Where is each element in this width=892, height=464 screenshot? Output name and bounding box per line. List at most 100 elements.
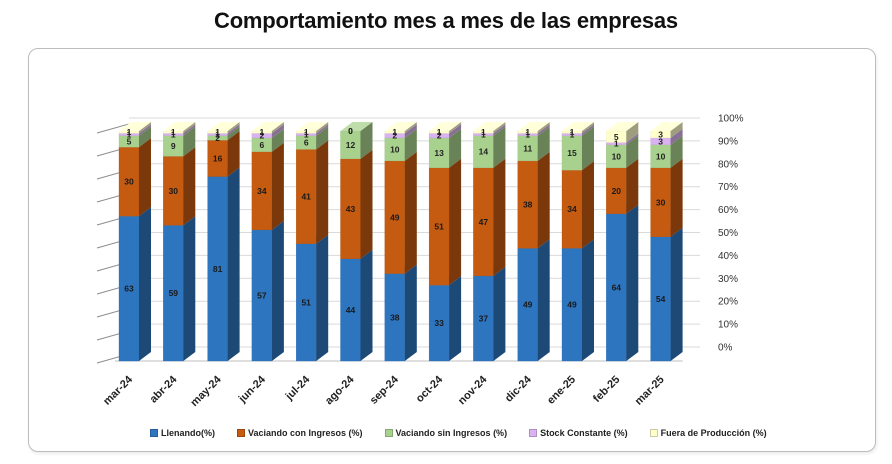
x-tick-label: dic-24 <box>503 373 535 405</box>
bar-side <box>493 124 506 136</box>
data-label: 49 <box>523 300 533 310</box>
bar-side <box>626 158 639 214</box>
bar-side <box>183 147 196 226</box>
data-label: 1 <box>215 129 220 139</box>
bar-top <box>473 122 506 131</box>
x-tick-label: ago-24 <box>323 373 357 407</box>
bar-side <box>360 149 373 259</box>
y-tick-label: 50% <box>718 228 738 239</box>
bar-side <box>139 122 151 134</box>
data-label: 6 <box>260 140 265 150</box>
bar-side <box>139 124 151 136</box>
legend-swatch <box>384 429 393 437</box>
data-label: 63 <box>124 284 134 294</box>
data-label: 43 <box>346 204 356 214</box>
bar-side <box>316 122 329 134</box>
bar-side <box>493 126 506 168</box>
bar-side <box>139 207 151 361</box>
bar-top <box>119 122 151 131</box>
data-label: 1 <box>127 127 132 137</box>
y-tick-label: 80% <box>718 159 738 170</box>
bar-side <box>449 124 462 138</box>
data-label: 81 <box>213 264 223 274</box>
data-label: 30 <box>656 197 666 207</box>
data-label: 33 <box>434 318 444 328</box>
data-label: 1 <box>481 127 486 137</box>
data-label: 1 <box>614 139 619 149</box>
data-label: 12 <box>346 140 356 150</box>
data-label: 1 <box>570 127 575 137</box>
y-tick-label: 60% <box>718 205 738 216</box>
bar-top <box>207 122 240 131</box>
bar-side <box>404 128 417 161</box>
bar-side <box>404 122 417 134</box>
legend-item: Fuera de Producción (%) <box>649 428 767 438</box>
legend-label: Stock Constante (%) <box>540 428 628 438</box>
bar-top <box>251 122 284 131</box>
data-label: 30 <box>169 186 179 196</box>
bar-side <box>537 239 550 361</box>
bar-side <box>670 158 683 237</box>
data-label: 1 <box>171 127 176 137</box>
x-tick-label: nov-24 <box>456 373 490 407</box>
x-tick-label: oct-24 <box>414 373 446 405</box>
legend-label: Vaciando con Ingresos (%) <box>248 428 363 438</box>
data-label: 1 <box>304 129 309 139</box>
data-label: 9 <box>171 141 176 151</box>
data-label: 34 <box>567 204 577 214</box>
y-tick-label: 20% <box>718 297 738 308</box>
data-label: 11 <box>523 143 532 153</box>
y-tick-label: 90% <box>718 136 738 147</box>
bar-side <box>537 126 550 161</box>
data-label: 37 <box>479 313 489 323</box>
data-label: 47 <box>479 217 489 227</box>
legend-label: Vaciando sin Ingresos (%) <box>395 428 508 438</box>
data-label: 41 <box>301 192 311 202</box>
bar-side <box>183 122 196 134</box>
x-tick-label: feb-25 <box>591 374 622 405</box>
bar-side <box>139 138 151 217</box>
bar-top <box>429 122 462 131</box>
chart-legend: Llenando(%) Vaciando con Ingresos (%) Vaci… <box>150 428 789 438</box>
y-tick-label: 10% <box>718 320 738 331</box>
bar-side <box>271 220 284 361</box>
bar-side <box>316 126 329 150</box>
legend-swatch <box>150 429 158 437</box>
y-tick-label: 40% <box>718 251 738 262</box>
data-label: 5 <box>614 132 619 142</box>
data-label: 10 <box>612 151 622 161</box>
legend-swatch <box>649 429 658 437</box>
data-label: 57 <box>257 290 267 300</box>
bar-side <box>316 140 329 244</box>
bar-side <box>316 124 329 136</box>
bar-side <box>449 276 462 361</box>
bar-side <box>404 151 417 274</box>
data-label: 0 <box>348 126 353 136</box>
data-label: 1 <box>171 129 176 139</box>
data-label: 15 <box>567 148 577 158</box>
legend-item: Vaciando con Ingresos (%) <box>237 428 363 438</box>
legend-label: Llenando(%) <box>161 428 215 438</box>
bar-side <box>493 266 506 361</box>
data-label: 34 <box>257 186 267 196</box>
x-tick-label: may-24 <box>188 373 224 409</box>
bar-side <box>493 122 506 134</box>
data-label: 64 <box>612 282 622 292</box>
x-tick-label: mar-24 <box>101 373 136 408</box>
bar-side <box>670 227 683 361</box>
bar-top <box>340 122 373 131</box>
legend-item: Llenando(%) <box>150 428 215 438</box>
data-label: 10 <box>656 151 666 161</box>
data-label: 2 <box>215 133 220 143</box>
bar-side <box>227 124 240 136</box>
bar-side <box>626 133 639 145</box>
bar-side <box>582 126 594 171</box>
bar-top <box>384 122 417 131</box>
bar-side <box>360 249 373 361</box>
data-label: 3 <box>658 129 663 139</box>
bar-side <box>227 126 240 141</box>
data-label: 10 <box>390 144 400 154</box>
y-tick-label: 30% <box>718 274 738 285</box>
bar-side <box>449 122 462 134</box>
